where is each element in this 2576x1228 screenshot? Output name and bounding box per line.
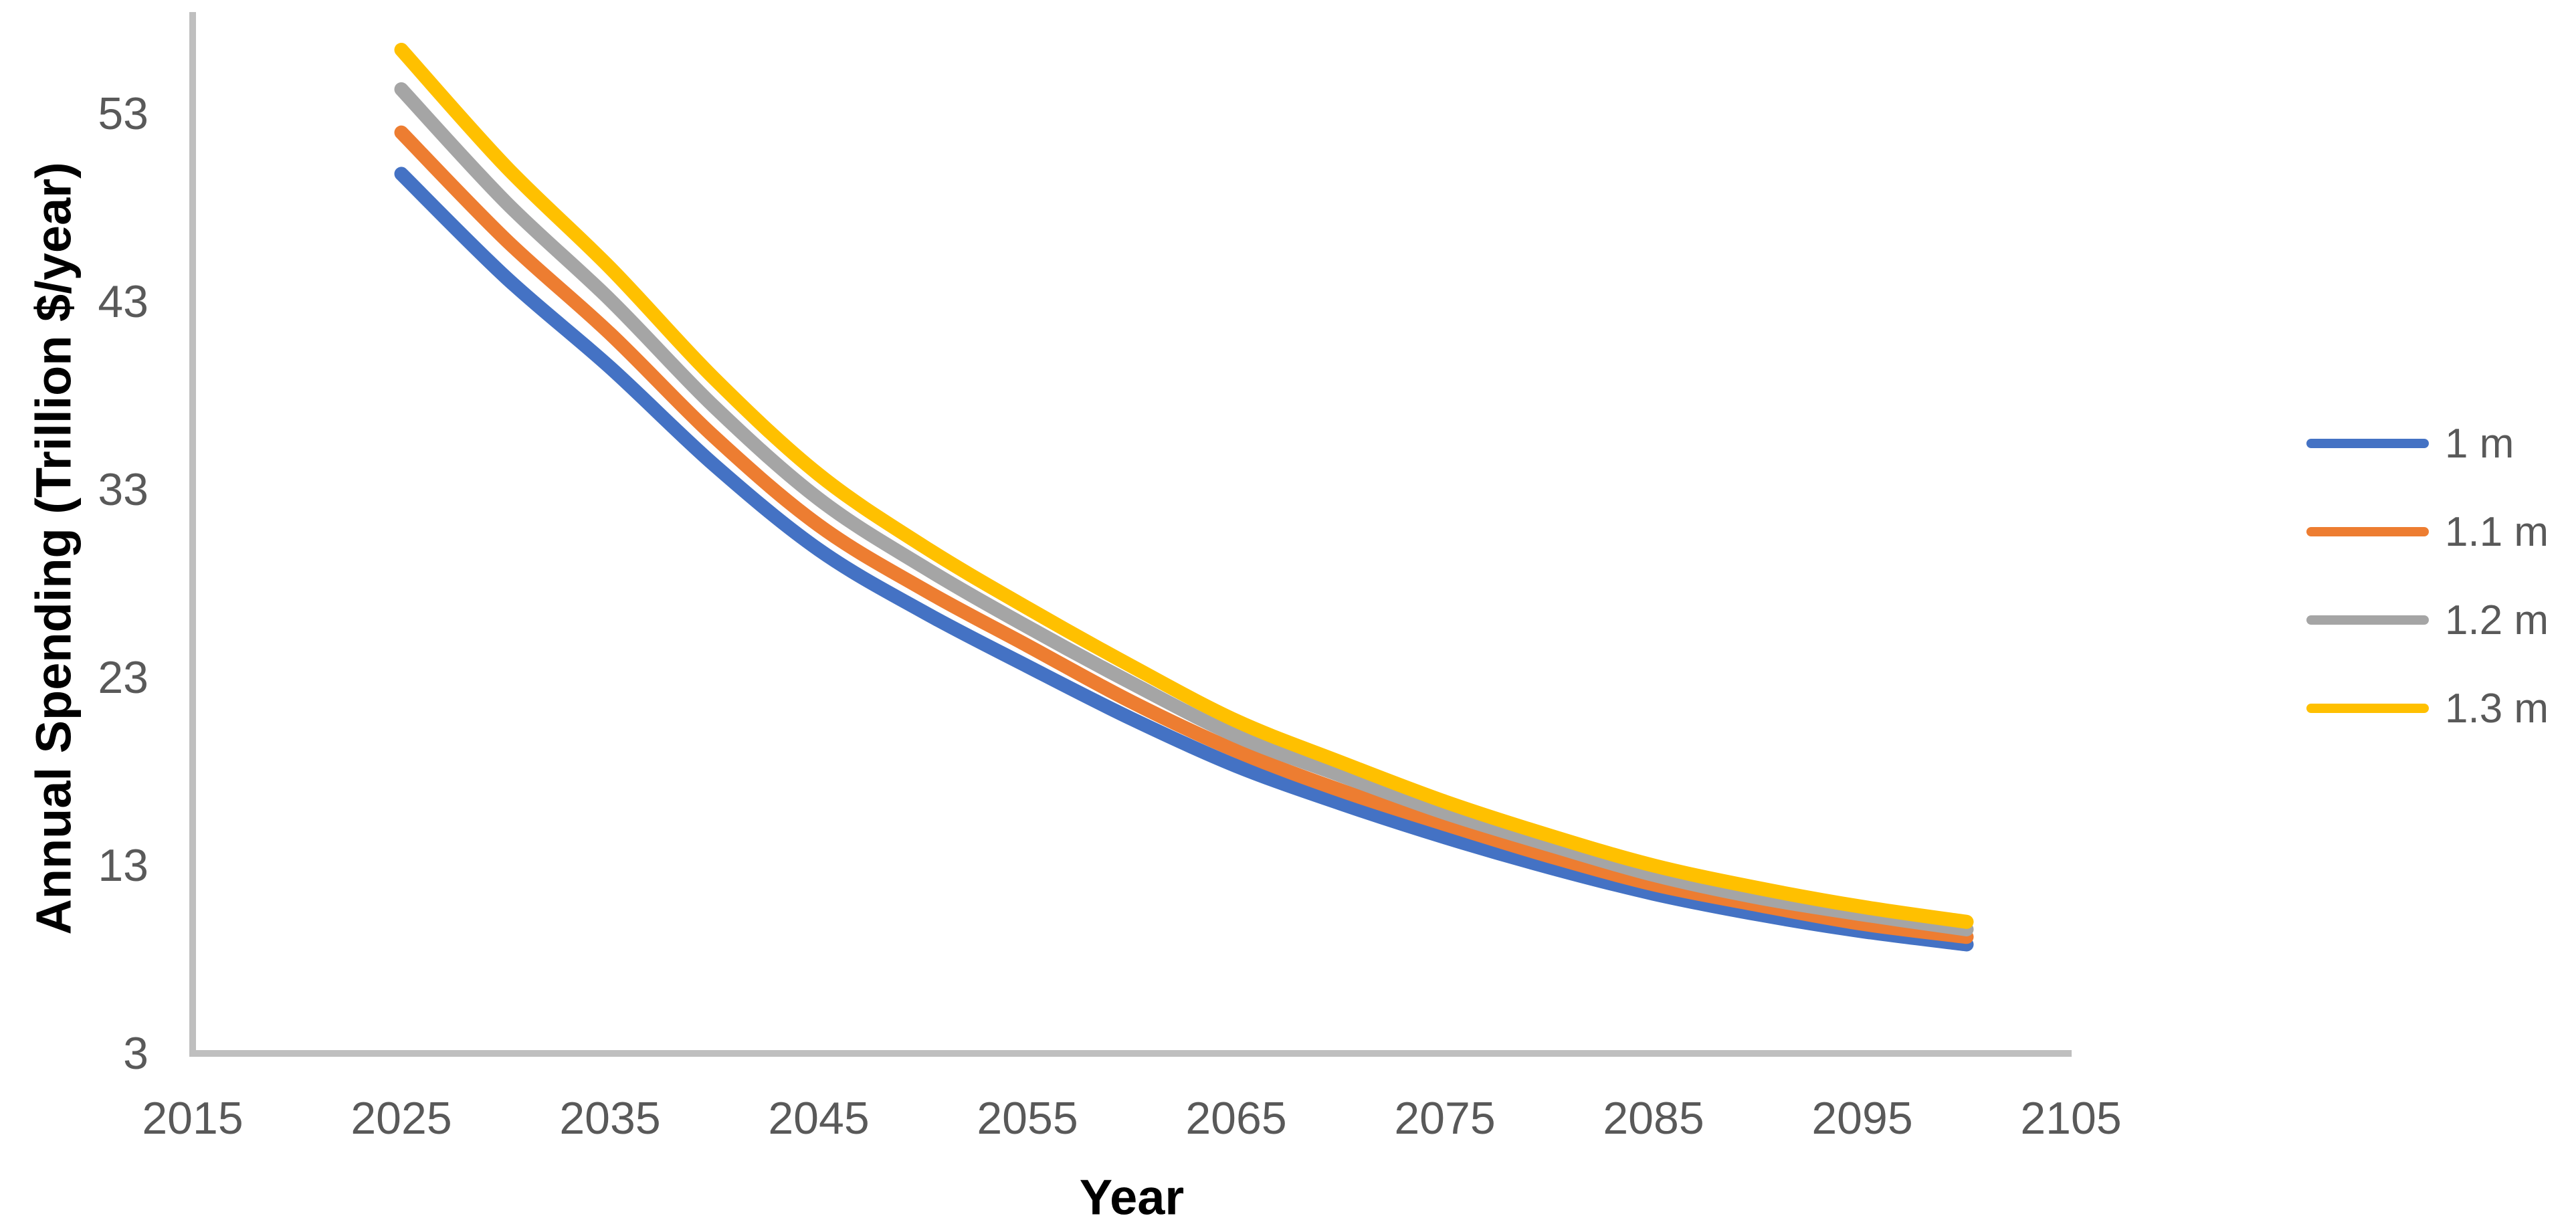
x-tick-label: 2105 [2020,1093,2122,1144]
series-line-1-3-m [394,43,1974,929]
legend: 1 m 1.1 m 1.2 m 1.3 m [2306,399,2549,752]
series-line-1-1-m [394,125,1974,944]
legend-label: 1.1 m [2445,508,2549,555]
legend-item: 1.2 m [2306,576,2549,664]
y-tick-label: 33 [98,464,148,515]
x-tick-label: 2095 [1811,1093,1913,1144]
y-tick-label: 13 [98,840,148,891]
x-tick-label: 2085 [1603,1093,1704,1144]
legend-line-swatch [2306,704,2429,713]
legend-line-swatch [2306,615,2429,625]
series-line-1-2-m [394,82,1974,936]
legend-item: 1.3 m [2306,664,2549,752]
x-axis-title: Year [1079,1169,1185,1225]
x-tick-label: 2035 [559,1093,661,1144]
legend-item: 1.1 m [2306,488,2549,576]
legend-label: 1.3 m [2445,685,2549,732]
x-tick-label: 2015 [142,1093,243,1144]
y-tick-label: 53 [98,88,148,139]
legend-line-swatch [2306,527,2429,536]
series-line-1-m [394,167,1974,952]
legend-label: 1.2 m [2445,597,2549,643]
legend-item: 1 m [2306,399,2549,488]
x-tick-label: 2025 [351,1093,452,1144]
legend-label: 1 m [2445,420,2514,467]
y-tick-label: 43 [98,276,148,327]
x-tick-label: 2075 [1394,1093,1496,1144]
legend-line-swatch [2306,439,2429,448]
y-tick-label: 23 [98,652,148,703]
x-tick-label: 2055 [977,1093,1078,1144]
x-tick-label: 2065 [1185,1093,1287,1144]
x-tick-label: 2045 [768,1093,870,1144]
y-tick-label: 3 [123,1028,148,1079]
